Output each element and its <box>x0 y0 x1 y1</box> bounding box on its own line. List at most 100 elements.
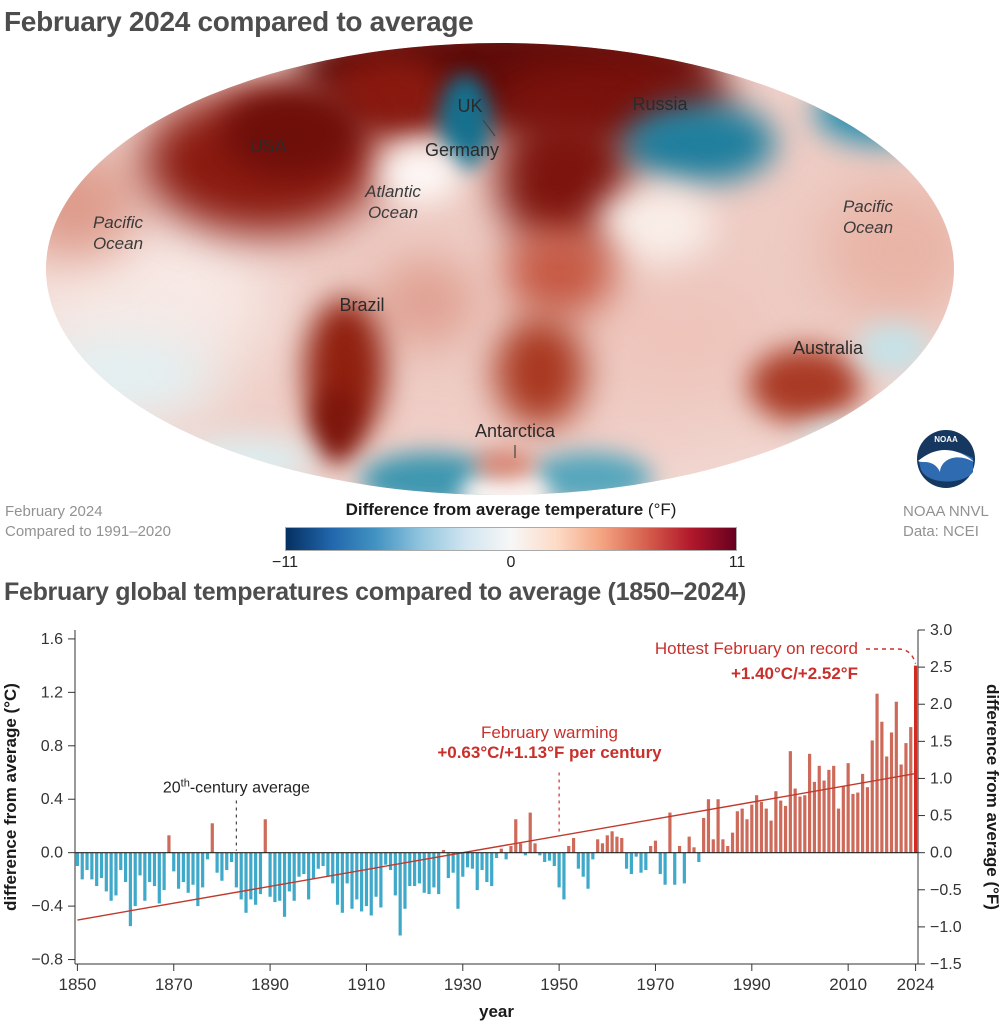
region-label: Brazil <box>339 295 384 315</box>
bar-1897 <box>302 852 306 875</box>
bar-1869 <box>167 835 171 853</box>
bar-1928 <box>451 852 455 873</box>
world-temperature-anomaly-map: Pacific Ocean USA Atlantic Ocean UK Germany Rus… <box>46 43 954 495</box>
bar-1977 <box>687 836 691 853</box>
bar-1972 <box>663 852 667 885</box>
bar-1965 <box>629 852 633 875</box>
bar-1934 <box>480 852 484 871</box>
hottest-label-line2: +1.40°C/+2.52°F <box>731 664 858 683</box>
bar-1859 <box>119 852 123 871</box>
bar-1989 <box>745 819 749 853</box>
bar-2004 <box>817 765 821 853</box>
bar-1943 <box>523 852 527 856</box>
bar-1927 <box>446 852 450 879</box>
bar-2006 <box>827 769 831 853</box>
bar-1885 <box>244 852 248 913</box>
bar-2000 <box>798 796 802 853</box>
y-tick-label-f: 0.5 <box>930 808 952 825</box>
bar-1926 <box>441 850 446 853</box>
chart-title: February global temperatures compared to… <box>4 578 747 606</box>
map-caption: February 2024 Compared to 1991–2020 <box>5 502 171 542</box>
trend-line <box>77 772 916 921</box>
bar-2009 <box>841 785 845 853</box>
x-tick-label: 1890 <box>251 975 289 994</box>
bar-1900 <box>316 852 320 869</box>
bar-1894 <box>287 852 291 892</box>
bar-1944 <box>528 812 532 853</box>
bar-1995 <box>774 791 778 853</box>
x-tick-label: 1850 <box>58 975 96 994</box>
bar-1908 <box>355 852 359 900</box>
bar-1945 <box>533 843 537 853</box>
region-label: Germany <box>425 140 499 160</box>
label-leader-line <box>482 119 496 137</box>
credit-source: NOAA NNVL <box>903 503 989 520</box>
anomaly-blob <box>798 422 882 458</box>
anomaly-blob <box>46 150 140 260</box>
bar-1860 <box>123 852 128 883</box>
bar-2008 <box>836 808 841 853</box>
bar-1868 <box>162 852 166 891</box>
bar-2019 <box>889 732 894 853</box>
bar-1922 <box>422 852 426 893</box>
bar-1915 <box>388 852 393 871</box>
x-tick-label: 1870 <box>155 975 193 994</box>
credit-data: Data: NCEI <box>903 523 979 540</box>
bar-2015 <box>870 740 874 853</box>
bar-1929 <box>456 852 460 909</box>
anomaly-blob <box>475 449 535 479</box>
bar-1919 <box>408 852 412 887</box>
anomaly-blob <box>373 257 477 347</box>
bar-1899 <box>311 852 316 880</box>
bar-1999 <box>793 788 797 853</box>
bar-1873 <box>186 852 190 893</box>
anomaly-blob <box>312 387 360 463</box>
bar-1974 <box>673 852 677 885</box>
noaa-logo: NOAA <box>915 428 977 495</box>
temperature-anomaly-bar-chart: 1.6 1.2 0.8 0.4 0.0 −0.4 −0.8 3.0 2.5 2.0 1.5 1.0 0.… <box>1 622 1000 1021</box>
bar-1925 <box>437 852 441 895</box>
x-tick-label: 1970 <box>637 975 675 994</box>
colorbar-tick: −11 <box>272 554 298 571</box>
colorbar-title: Difference from average temperature (°F) <box>285 500 737 520</box>
bar-1960 <box>605 835 609 853</box>
bar-1971 <box>658 852 662 875</box>
trend-label-line2: +0.63°C/+1.13°F per century <box>437 743 662 762</box>
bar-1964 <box>624 852 629 869</box>
bar-1993 <box>764 808 768 853</box>
bar-1866 <box>152 852 157 887</box>
bar-1879 <box>215 852 219 873</box>
anomaly-blob <box>857 324 929 372</box>
bar-1970 <box>653 840 658 853</box>
colorbar-units: (°F) <box>647 500 677 519</box>
bar-1985 <box>726 845 730 853</box>
region-label: UK <box>457 96 482 116</box>
colorbar-tick-labels: −11 0 11 <box>272 554 745 574</box>
y-tick-label-f: 0.0 <box>930 845 952 862</box>
anomaly-blob <box>46 335 215 415</box>
x-tick-label: 1910 <box>348 975 386 994</box>
anomaly-blob <box>330 55 450 135</box>
bar-1864 <box>143 852 147 901</box>
bar-1904 <box>335 852 340 905</box>
bar-2007 <box>832 765 836 853</box>
bar-1990 <box>750 804 754 853</box>
noaa-logo-emblem: NOAA <box>917 430 975 488</box>
bar-1876 <box>201 852 205 888</box>
bar-1939 <box>504 852 508 860</box>
bar-1874 <box>191 852 195 885</box>
x-tick-label: 2010 <box>829 975 867 994</box>
anomaly-blob <box>595 187 715 263</box>
bar-1932 <box>470 852 475 869</box>
bar-1997 <box>783 805 788 853</box>
bar-1901 <box>321 852 325 867</box>
ocean-label: Ocean <box>93 234 143 253</box>
ocean-label: Ocean <box>368 203 418 222</box>
bar-1956 <box>586 852 590 889</box>
bar-1893 <box>282 852 287 917</box>
bar-1881 <box>225 852 229 871</box>
noaa-logo-text: NOAA <box>934 435 958 444</box>
bar-1937 <box>494 852 499 859</box>
bar-1996 <box>779 800 783 853</box>
